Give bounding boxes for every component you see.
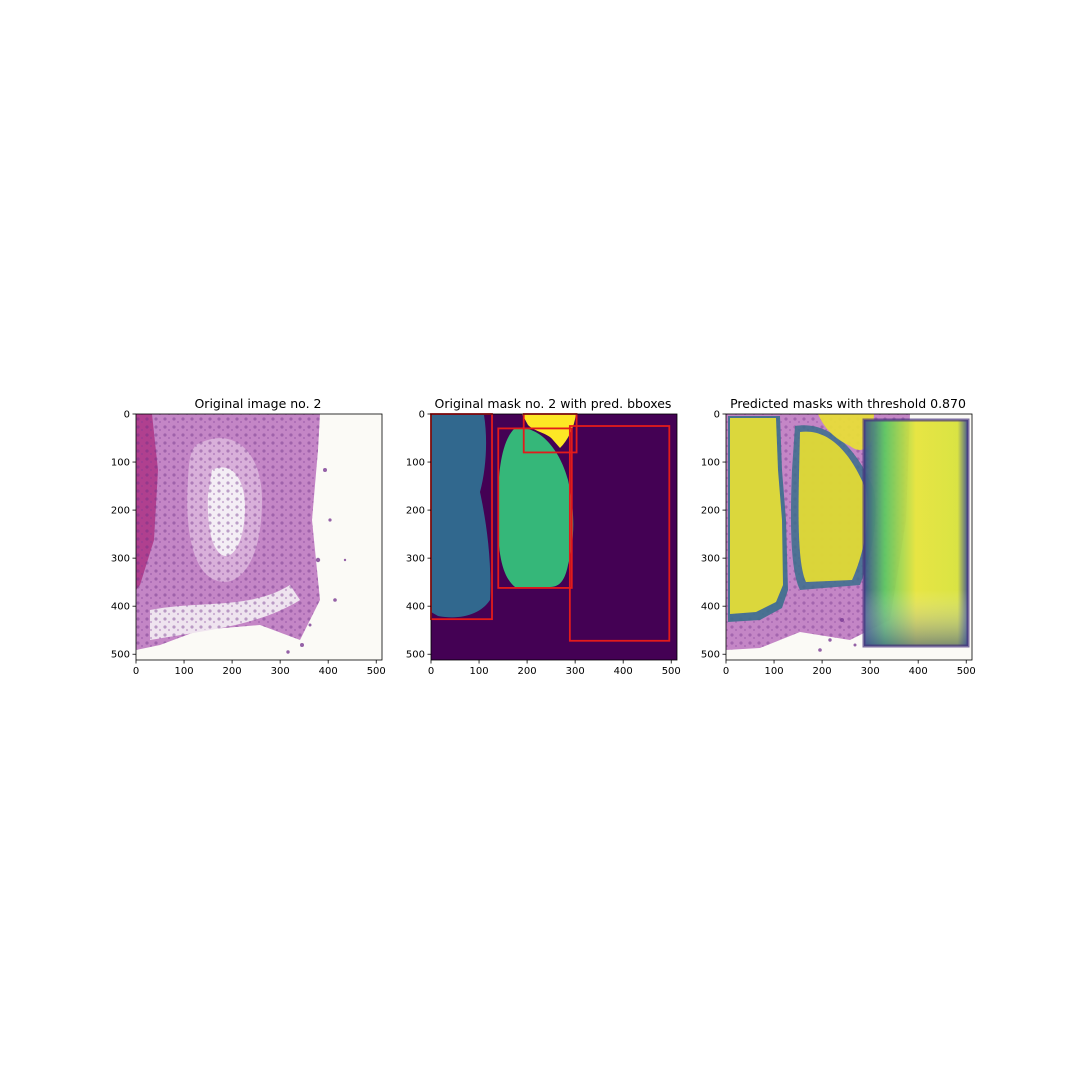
x-tick-label: 400 <box>319 666 338 677</box>
y-tick-label: 200 <box>111 506 130 517</box>
y-tick-label: 0 <box>714 410 720 421</box>
mask-region-yellow <box>522 414 576 448</box>
mask-region-blue <box>431 415 491 618</box>
pred-image <box>726 414 972 660</box>
x-tick-label: 200 <box>813 666 832 677</box>
original-axes-frame <box>135 413 383 661</box>
x-tick-label: 500 <box>367 666 386 677</box>
y-tick-label: 400 <box>701 602 720 613</box>
pred-bbox <box>568 425 671 642</box>
x-tick-label: 0 <box>723 666 729 677</box>
y-tick-label: 300 <box>406 554 425 565</box>
mask-image <box>431 414 677 660</box>
y-tick-label: 400 <box>111 602 130 613</box>
mask-region-green <box>497 427 574 587</box>
y-tick-label: 200 <box>406 506 425 517</box>
y-tick-label: 100 <box>111 458 130 469</box>
x-tick-label: 300 <box>566 666 585 677</box>
pred-mask-top <box>818 414 874 450</box>
panel-title-original: Original image no. 2 <box>194 396 321 411</box>
y-tick-label: 100 <box>406 458 425 469</box>
pred-axes-frame <box>725 413 973 661</box>
pred-bbox <box>497 427 573 589</box>
y-tick-label: 300 <box>111 554 130 565</box>
y-tick-label: 400 <box>406 602 425 613</box>
x-tick-label: 400 <box>909 666 928 677</box>
x-tick-label: 400 <box>614 666 633 677</box>
x-tick-label: 300 <box>271 666 290 677</box>
y-tick-label: 200 <box>701 506 720 517</box>
mask-axes-frame <box>430 413 678 661</box>
y-tick-label: 500 <box>701 650 720 661</box>
panel-title-mask: Original mask no. 2 with pred. bboxes <box>435 396 672 411</box>
x-tick-label: 200 <box>518 666 537 677</box>
y-tick-label: 0 <box>124 410 130 421</box>
x-tick-label: 200 <box>223 666 242 677</box>
x-tick-label: 100 <box>765 666 784 677</box>
panel-title-pred: Predicted masks with threshold 0.870 <box>730 396 966 411</box>
x-tick-label: 300 <box>861 666 880 677</box>
y-tick-label: 500 <box>406 650 425 661</box>
y-tick-label: 100 <box>701 458 720 469</box>
x-tick-label: 500 <box>662 666 681 677</box>
y-tick-label: 300 <box>701 554 720 565</box>
y-tick-label: 0 <box>419 410 425 421</box>
x-tick-label: 100 <box>470 666 489 677</box>
x-tick-label: 0 <box>428 666 434 677</box>
original-image <box>136 414 382 660</box>
y-tick-label: 500 <box>111 650 130 661</box>
x-tick-label: 0 <box>133 666 139 677</box>
x-tick-label: 500 <box>957 666 976 677</box>
x-tick-label: 100 <box>175 666 194 677</box>
